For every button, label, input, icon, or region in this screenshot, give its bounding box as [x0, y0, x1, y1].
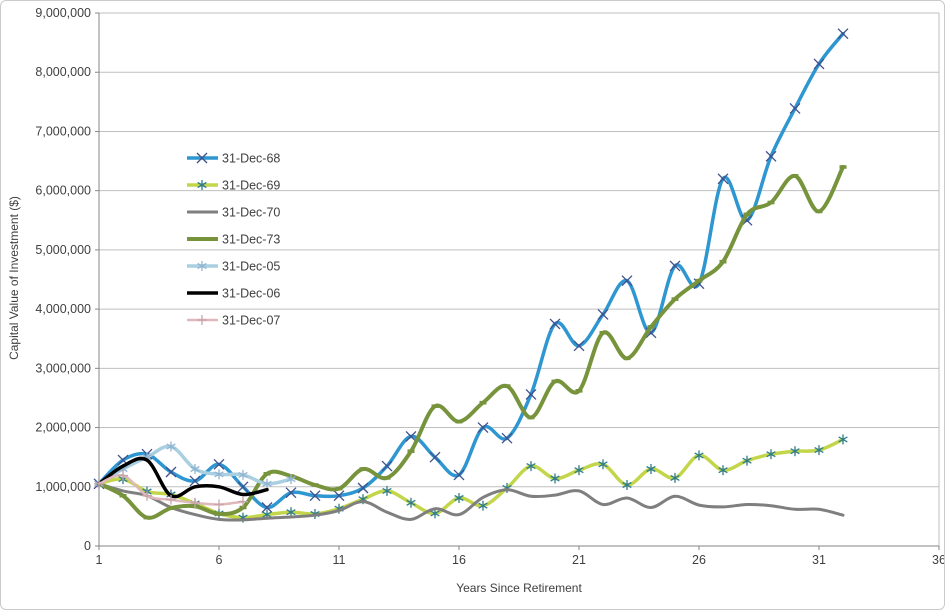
x-tick-labels: 16111621263136: [96, 553, 944, 567]
y-tick-label: 7,000,000: [35, 124, 91, 138]
x-tick-label: 1: [96, 553, 103, 567]
y-axis-title: Capital Value of Investment ($): [7, 196, 21, 360]
y-tick-label: 0: [84, 539, 91, 553]
legend-label: 31-Dec-69: [222, 179, 280, 193]
gridlines: [99, 12, 939, 488]
y-tick-label: 1,000,000: [35, 480, 91, 494]
y-tick-label: 6,000,000: [35, 184, 91, 198]
x-tick-label: 16: [452, 553, 466, 567]
x-axis-title: Years Since Retirement: [456, 581, 582, 595]
legend-label: 31-Dec-70: [222, 206, 280, 220]
axes: [95, 12, 940, 550]
legend-item: 31-Dec-70: [187, 206, 280, 220]
legend-label: 31-Dec-68: [222, 152, 280, 166]
legend-label: 31-Dec-73: [222, 233, 280, 247]
legend-item: 31-Dec-68: [187, 152, 280, 166]
legend-item: 31-Dec-69: [187, 179, 280, 193]
series-31-Dec-06: [97, 456, 269, 499]
legend-item: 31-Dec-73: [187, 233, 280, 247]
series-31-Dec-07: [94, 470, 248, 510]
series-markers-31-Dec-68: [93, 28, 849, 513]
legend-item: 31-Dec-07: [187, 314, 280, 328]
series-markers-31-Dec-07: [94, 470, 248, 510]
y-tick-label: 9,000,000: [35, 6, 91, 20]
legend-label: 31-Dec-06: [222, 287, 280, 301]
x-tick-label: 31: [812, 553, 826, 567]
x-tick-label: 26: [692, 553, 706, 567]
x-tick-label: 11: [333, 553, 346, 567]
series-31-Dec-70: [97, 482, 845, 522]
y-tick-label: 3,000,000: [35, 361, 91, 375]
legend-item: 31-Dec-05: [187, 260, 280, 274]
legend-label: 31-Dec-07: [222, 314, 280, 328]
x-tick-label: 21: [572, 553, 586, 567]
y-tick-labels: 0 1,000,000 2,000,000 3,000,000 4,000,000 5,0…: [35, 6, 91, 553]
y-tick-label: 4,000,000: [35, 302, 91, 316]
y-tick-label: 8,000,000: [35, 65, 91, 79]
legend-label: 31-Dec-05: [222, 260, 280, 274]
x-tick-label: 36: [932, 553, 944, 567]
legend: 31-Dec-68 31-Dec-69 31-Dec-70 31-Dec-73 31-D…: [187, 152, 280, 328]
y-tick-label: 5,000,000: [35, 243, 91, 257]
y-tick-label: 2,000,000: [35, 421, 91, 435]
legend-item: 31-Dec-06: [187, 287, 280, 301]
x-tick-label: 6: [216, 553, 223, 567]
series-lines: [93, 28, 849, 523]
series-31-Dec-68: [93, 28, 849, 513]
